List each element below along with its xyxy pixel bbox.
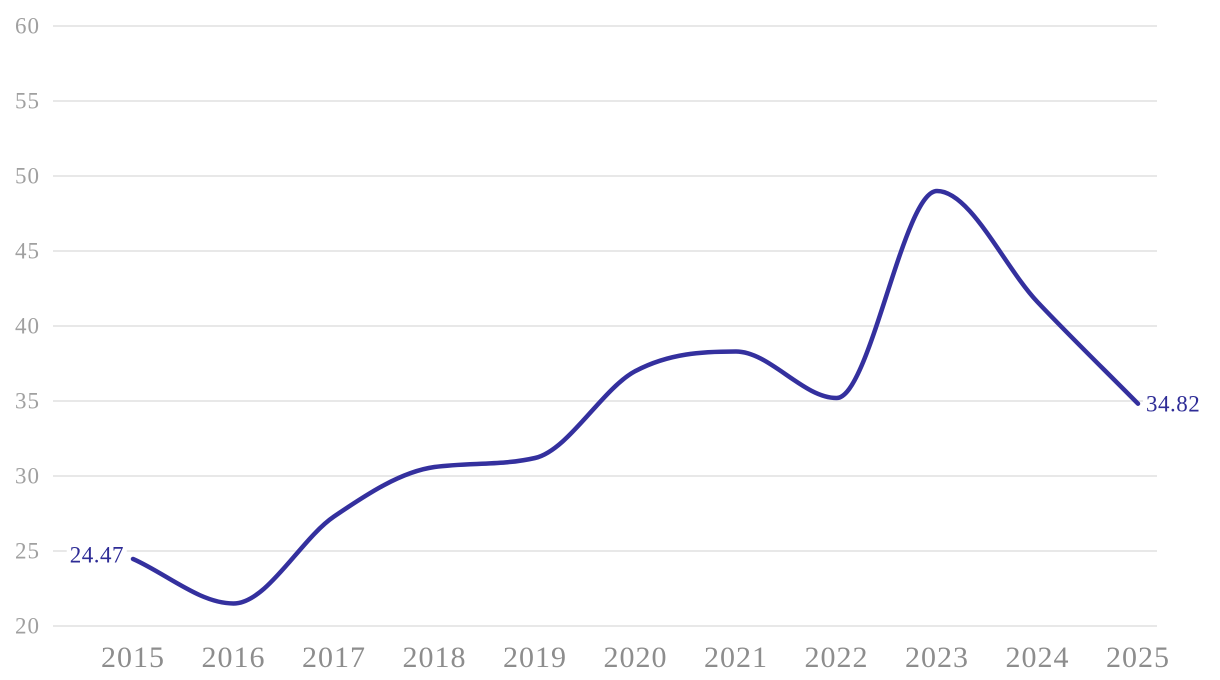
y-tick-label: 40 (15, 314, 40, 339)
y-tick-label: 20 (15, 614, 40, 639)
x-tick-label: 2022 (805, 641, 869, 674)
y-tick-label: 60 (15, 14, 40, 39)
x-tick-label: 2025 (1106, 641, 1170, 674)
x-tick-label: 2021 (704, 641, 768, 674)
data-line (130, 188, 1141, 606)
y-tick-label: 35 (15, 389, 40, 414)
x-tick-label: 2023 (905, 641, 969, 674)
y-tick-label: 50 (15, 164, 40, 189)
y-tick-label: 30 (15, 464, 40, 489)
x-tick-label: 2020 (604, 641, 668, 674)
first-point-value-label: 24.47 (66, 542, 127, 568)
y-tick-label: 25 (15, 539, 40, 564)
y-tick-label: 45 (15, 239, 40, 264)
y-tick-label: 55 (15, 89, 40, 114)
x-tick-label: 2017 (302, 641, 366, 674)
x-tick-label: 2018 (403, 641, 467, 674)
last-point-value-label: 34.82 (1143, 391, 1204, 417)
x-tick-label: 2019 (503, 641, 567, 674)
x-tick-label: 2015 (101, 641, 165, 674)
x-tick-label: 2024 (1006, 641, 1070, 674)
x-tick-label: 2016 (202, 641, 266, 674)
